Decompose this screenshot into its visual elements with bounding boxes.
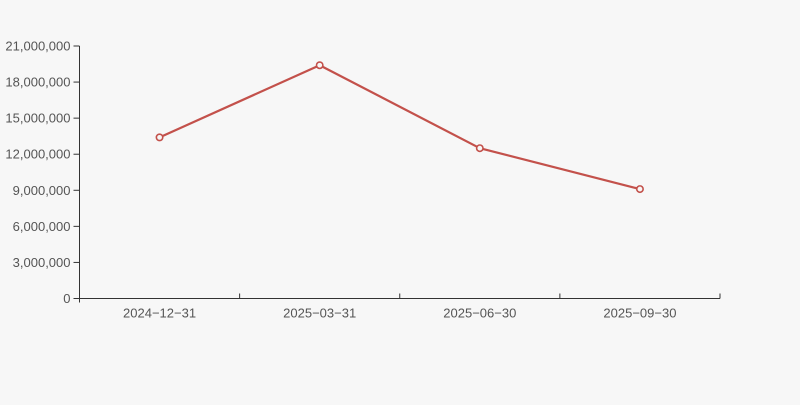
y-axis-tick-label: 0 [63, 291, 70, 306]
y-axis-tick-label: 15,000,000 [5, 111, 70, 126]
y-axis-tick-label: 6,000,000 [13, 219, 71, 234]
y-axis-tick-label: 9,000,000 [13, 183, 71, 198]
x-axis-tick-label: 2025−06−30 [443, 306, 516, 321]
data-point-marker[interactable] [155, 133, 164, 142]
y-axis-tick-label: 12,000,000 [5, 147, 70, 162]
data-point-marker[interactable] [635, 185, 644, 194]
y-axis-tick-label: 3,000,000 [13, 255, 71, 270]
x-axis-tick-label: 2025−03−31 [283, 306, 356, 321]
x-axis-tick-label: 2024−12−31 [123, 306, 196, 321]
data-point-marker[interactable] [475, 144, 484, 153]
x-axis-tick-label: 2025−09−30 [603, 306, 676, 321]
series-line [158, 64, 642, 191]
y-axis-tick-label: 21,000,000 [5, 39, 70, 54]
data-point-marker[interactable] [315, 61, 324, 70]
y-axis-tick-label: 18,000,000 [5, 75, 70, 90]
